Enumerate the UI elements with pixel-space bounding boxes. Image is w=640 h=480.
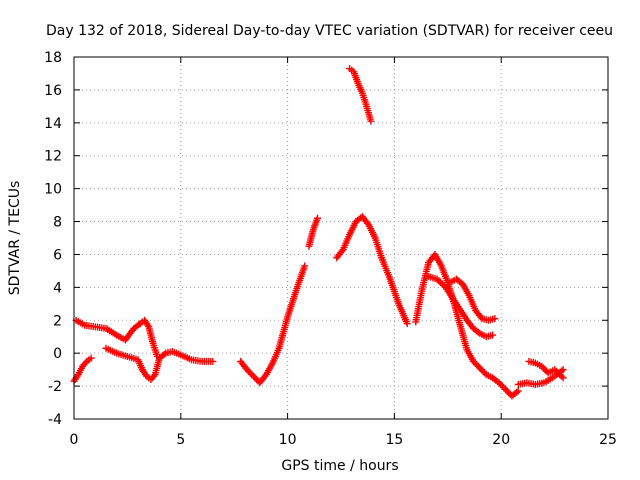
y-tick-label: 6 xyxy=(53,247,62,263)
data-point xyxy=(474,328,482,336)
series-arc-11 xyxy=(514,366,567,388)
y-tick-label: 10 xyxy=(44,182,62,198)
data-point xyxy=(135,321,143,329)
chart-title: Day 132 of 2018, Sidereal Day-to-day VTE… xyxy=(46,23,613,39)
data-point xyxy=(559,374,567,382)
y-tick-label: -2 xyxy=(48,379,62,395)
data-point xyxy=(559,366,567,374)
x-tick-label: 0 xyxy=(70,432,79,448)
x-tick-label: 25 xyxy=(599,432,617,448)
series-arc-4 xyxy=(237,262,309,387)
data-point xyxy=(514,387,522,395)
y-tick-label: 12 xyxy=(44,149,62,165)
y-tick-label: 0 xyxy=(53,346,62,362)
plot-frame xyxy=(73,56,609,420)
data-points xyxy=(70,65,567,400)
x-axis-label: GPS time / hours xyxy=(281,458,398,474)
series-arc-7 xyxy=(346,65,375,125)
x-tick-label: 10 xyxy=(279,432,297,448)
series-arc-6 xyxy=(333,213,411,328)
data-point xyxy=(403,320,411,328)
y-tick-label: 14 xyxy=(44,116,62,132)
data-point xyxy=(314,214,322,222)
y-axis-label: SDTVAR / TECUs xyxy=(7,181,23,296)
data-point xyxy=(491,315,499,323)
y-tick-label: 18 xyxy=(44,50,62,66)
y-tick-label: 8 xyxy=(53,215,62,231)
x-tick-label: 15 xyxy=(385,432,403,448)
data-point xyxy=(489,331,497,339)
data-point xyxy=(513,388,521,396)
data-point xyxy=(87,354,95,362)
grid-lines xyxy=(74,57,608,419)
series-arc-9 xyxy=(422,272,497,341)
y-tick-label: 16 xyxy=(44,83,62,99)
x-tick-label: 5 xyxy=(176,432,185,448)
x-tick-label: 20 xyxy=(492,432,510,448)
series-arc-5 xyxy=(305,214,322,250)
series-arc-10 xyxy=(446,275,499,324)
data-point xyxy=(367,117,375,125)
tick-labels: -4 -2 0 2 4 6 8 10 12 14 16 18 0 5 10 15 20 25 xyxy=(44,50,617,448)
data-point xyxy=(160,350,168,358)
data-point xyxy=(301,262,309,270)
series-arc-12 xyxy=(525,357,567,382)
series-arc-2 xyxy=(72,316,161,360)
y-tick-label: -4 xyxy=(48,412,62,428)
series-arc-3 xyxy=(102,344,217,384)
data-point xyxy=(209,357,217,365)
y-tick-label: 2 xyxy=(53,313,62,329)
y-tick-label: 4 xyxy=(53,280,62,296)
